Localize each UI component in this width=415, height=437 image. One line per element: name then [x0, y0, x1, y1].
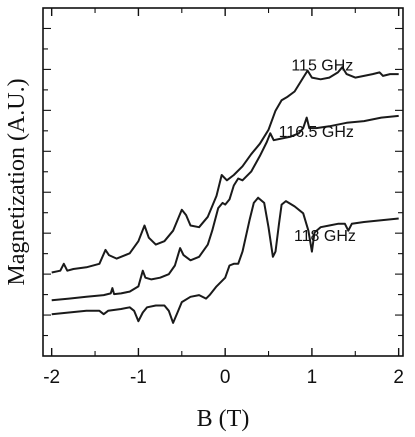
series-line-1 [51, 114, 399, 302]
series-label-2: 118 GHz [294, 228, 356, 245]
series-label-0: 115 GHz [291, 58, 353, 75]
series-group [51, 66, 399, 324]
axis-ticks [43, 8, 403, 356]
x-tick-label: 0 [220, 367, 231, 388]
series-line-2 [51, 196, 399, 324]
plot-border [42, 7, 404, 357]
series-line-0 [51, 66, 399, 274]
x-tick-label: 2 [393, 367, 404, 388]
x-tick-label: 1 [307, 367, 318, 388]
plot-frame [42, 7, 404, 357]
x-tick-label: -2 [43, 367, 60, 388]
x-axis-title: B (T) [197, 406, 250, 432]
y-axis-title: Magnetization (A.U.) [4, 78, 30, 285]
x-tick-labels: -2 -1 0 1 2 [43, 367, 404, 388]
x-tick-label: -1 [130, 367, 147, 388]
series-label-1: 116.5 GHz [279, 124, 354, 141]
series-labels: 115 GHz 116.5 GHz 118 GHz [279, 58, 356, 246]
